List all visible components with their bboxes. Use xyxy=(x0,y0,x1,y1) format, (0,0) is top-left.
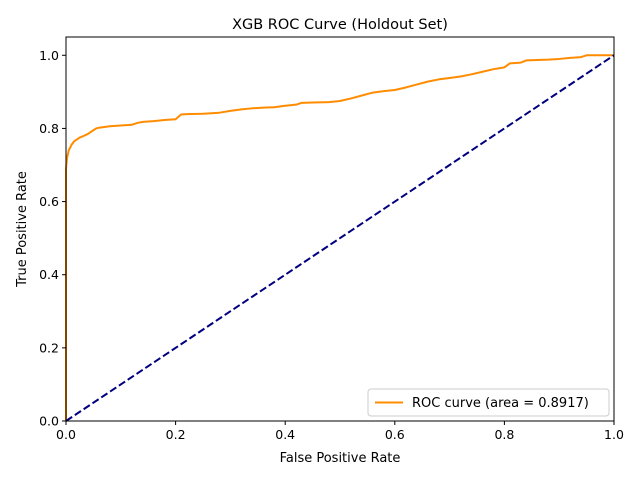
plot-area xyxy=(65,36,615,422)
x-tick-label: 0.8 xyxy=(494,427,514,442)
axis-ticks: 0.0 0.2 0.4 0.6 0.8 1.0 0.0 0.2 0.4 0.6 0.8 1.0 xyxy=(39,48,624,442)
legend-label-roc: ROC curve (area = 0.8917) xyxy=(412,396,589,411)
axes-frame xyxy=(65,36,615,422)
chart-title: XGB ROC Curve (Holdout Set) xyxy=(232,17,448,33)
y-tick-label: 0.6 xyxy=(39,194,59,209)
y-tick-label: 0.0 xyxy=(39,414,59,429)
x-tick-label: 0.6 xyxy=(385,427,405,442)
legend-frame xyxy=(367,388,610,417)
legend: ROC curve (area = 0.8917) xyxy=(367,388,610,417)
x-tick-label: 0.4 xyxy=(275,427,295,442)
y-tick-label: 1.0 xyxy=(39,48,59,63)
y-tick-label: 0.8 xyxy=(39,121,59,136)
y-tick-label: 0.4 xyxy=(39,267,59,282)
chance-diagonal-line xyxy=(65,54,615,422)
roc-curve-line xyxy=(65,54,614,421)
x-tick-label: 0.2 xyxy=(166,427,186,442)
x-axis-label: False Positive Rate xyxy=(280,451,401,466)
x-tick-label: 0.0 xyxy=(56,427,76,442)
y-tick-label: 0.2 xyxy=(39,340,59,355)
y-axis-label: True Positive Rate xyxy=(15,171,30,288)
x-tick-label: 1.0 xyxy=(604,427,624,442)
